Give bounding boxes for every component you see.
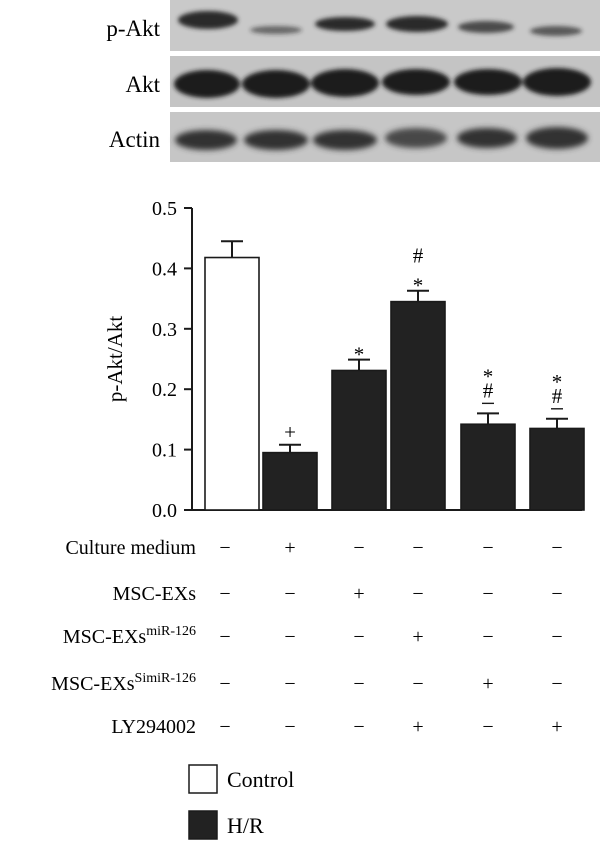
significance-mark: + (284, 420, 296, 444)
significance-mark: # (483, 378, 494, 402)
band (311, 69, 379, 97)
blot-label-akt: Akt (126, 72, 161, 97)
bar-chart: p-Akt/Akt 0.00.10.20.30.40.5 +**##*#* (103, 198, 585, 522)
significance-mark: * (413, 274, 424, 298)
condition-sign: − (482, 626, 493, 648)
condition-label: MSC-EXsSimiR-126 (51, 671, 196, 695)
condition-label: MSC-EXs (113, 583, 197, 605)
condition-sign: − (219, 537, 230, 559)
blot-bands-actin (175, 127, 588, 150)
band (458, 21, 514, 33)
band (242, 70, 310, 98)
condition-sign: + (412, 716, 423, 738)
condition-sign: − (353, 673, 364, 695)
condition-sign: − (412, 673, 423, 695)
condition-sign: − (551, 626, 562, 648)
condition-sign: − (284, 716, 295, 738)
condition-sign: − (412, 583, 423, 605)
legend: Control H/R (188, 764, 294, 840)
condition-sign: − (284, 626, 295, 648)
condition-sign: − (551, 537, 562, 559)
bar (460, 423, 516, 511)
band (244, 130, 308, 150)
blot-label-actin: Actin (109, 127, 161, 152)
condition-sign: + (353, 583, 364, 605)
legend-swatch-control (188, 764, 218, 794)
condition-sign: + (551, 716, 562, 738)
significance-mark: # (413, 244, 424, 268)
band (178, 11, 238, 29)
band (250, 26, 302, 34)
y-axis-label: p-Akt/Akt (103, 316, 127, 402)
condition-sign: + (284, 537, 295, 559)
condition-label: Culture medium (65, 537, 196, 559)
band (530, 26, 582, 36)
blot-strip-p-akt (170, 0, 600, 51)
y-tick-label: 0.2 (152, 379, 177, 401)
blot-bands-akt (174, 68, 591, 98)
condition-sign: − (482, 583, 493, 605)
band (457, 128, 517, 148)
y-tick-label: 0.0 (152, 500, 177, 522)
significance-mark: * (354, 343, 365, 367)
band (174, 70, 240, 98)
legend-swatch-hr (188, 810, 218, 840)
condition-sign: − (353, 626, 364, 648)
y-tick-label: 0.3 (152, 319, 177, 341)
band (382, 69, 450, 95)
condition-sign: − (219, 716, 230, 738)
blot-bands-p-akt (178, 11, 582, 36)
legend-label-hr: H/R (227, 813, 264, 838)
error-bars (221, 240, 568, 453)
bar (529, 427, 585, 511)
bar (331, 369, 387, 511)
significance-marks: +**##*#* (284, 244, 563, 444)
bar (390, 300, 446, 511)
condition-sign: − (219, 626, 230, 648)
band (454, 69, 522, 95)
condition-sign: + (482, 673, 493, 695)
significance-mark: * (483, 364, 494, 388)
condition-sign: + (412, 626, 423, 648)
condition-sign: − (482, 716, 493, 738)
bar (204, 256, 260, 511)
band (315, 17, 375, 31)
legend-label-control: Control (227, 767, 294, 792)
condition-label: MSC-EXsmiR-126 (63, 624, 196, 648)
condition-sign: − (284, 583, 295, 605)
y-tick-label: 0.5 (152, 198, 177, 220)
significance-mark: # (552, 384, 563, 408)
band (313, 130, 377, 150)
condition-sign: − (284, 673, 295, 695)
y-tick-label: 0.4 (152, 258, 177, 280)
bars (204, 256, 585, 511)
band (386, 16, 448, 32)
condition-sign: − (219, 673, 230, 695)
bar (262, 451, 318, 511)
condition-table: Culture medium − + − − − −MSC-EXs − − + − − −MSC-EXs… (51, 537, 562, 738)
band (385, 128, 447, 148)
condition-sign: − (353, 537, 364, 559)
western-blot-panel: p-Akt Akt Actin (106, 0, 600, 162)
condition-label: LY294002 (111, 716, 196, 738)
condition-sign: − (219, 583, 230, 605)
condition-sign: − (412, 537, 423, 559)
band (526, 127, 588, 149)
condition-sign: − (551, 583, 562, 605)
condition-sign: − (353, 716, 364, 738)
significance-mark: * (552, 370, 563, 394)
condition-sign: − (482, 537, 493, 559)
y-tick-label: 0.1 (152, 440, 177, 462)
band (175, 130, 237, 150)
y-ticks: 0.0 0.1 0.2 0.3 0.4 0.5 (152, 198, 192, 522)
band (523, 68, 591, 96)
blot-label-p-akt: p-Akt (106, 16, 160, 41)
condition-sign: − (551, 673, 562, 695)
